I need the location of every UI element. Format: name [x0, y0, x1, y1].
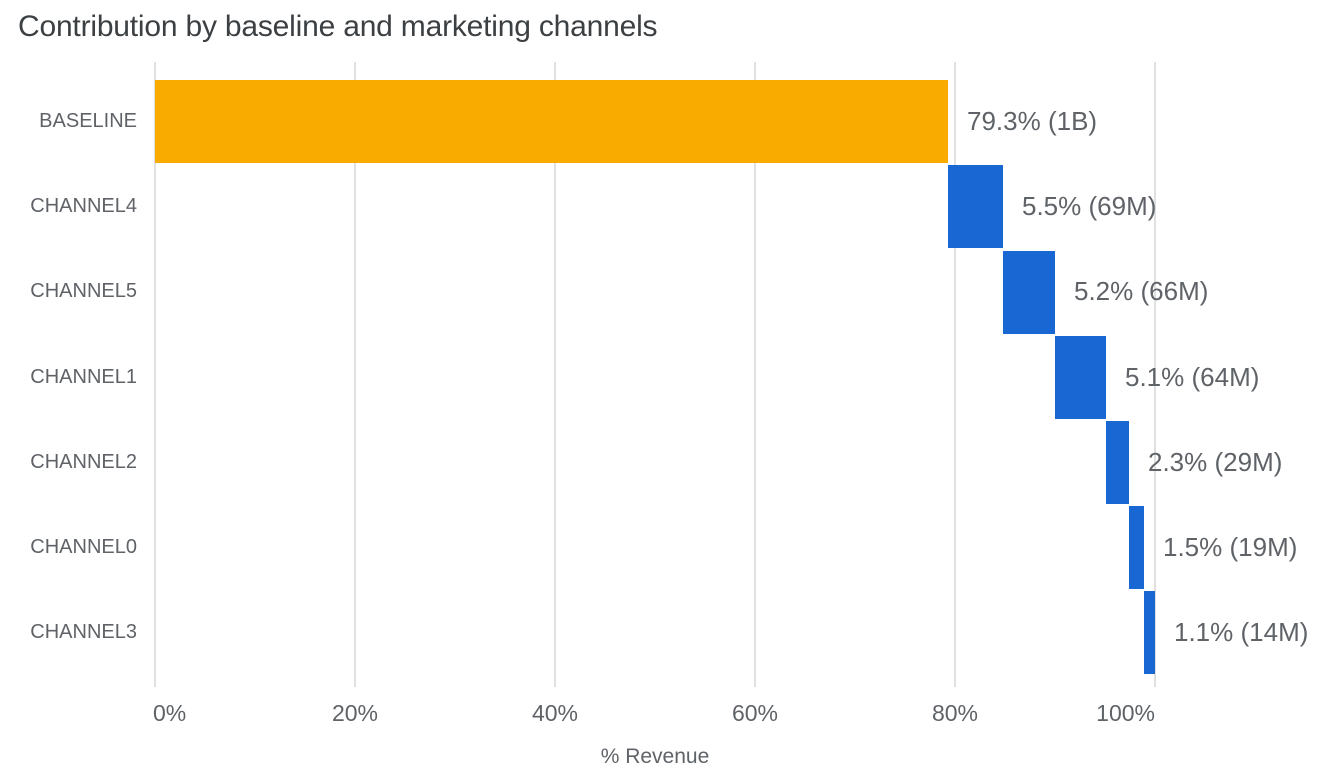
- value-label-channel2: 2.3% (29M): [1148, 446, 1283, 477]
- value-label-channel5: 5.2% (66M): [1074, 276, 1209, 307]
- x-tick-label-60: 60%: [731, 700, 779, 726]
- value-label-channel3: 1.1% (14M): [1174, 617, 1309, 648]
- category-label-channel5: CHANNEL5: [30, 280, 137, 303]
- x-axis-title: % Revenue: [600, 745, 710, 768]
- category-label-channel0: CHANNEL0: [30, 536, 137, 559]
- waterfall-bar-channel0: [1129, 506, 1144, 590]
- category-label-channel2: CHANNEL2: [30, 450, 137, 473]
- waterfall-bar-channel1: [1055, 335, 1106, 419]
- category-label-channel1: CHANNEL1: [30, 365, 137, 388]
- waterfall-bar-channel3: [1144, 591, 1155, 675]
- gridline-80: [954, 62, 956, 687]
- value-label-channel4: 5.5% (69M): [1022, 191, 1157, 222]
- x-tick-label-100: 100%: [1096, 700, 1155, 726]
- x-tick-label-40: 40%: [531, 700, 579, 726]
- gridline-40: [554, 62, 556, 687]
- gridline-20: [354, 62, 356, 687]
- category-label-channel4: CHANNEL4: [30, 195, 137, 218]
- x-tick-label-20: 20%: [331, 700, 379, 726]
- waterfall-bar-channel2: [1106, 420, 1129, 504]
- value-label-channel0: 1.5% (19M): [1163, 532, 1298, 563]
- waterfall-bar-channel4: [948, 165, 1003, 249]
- category-label-baseline: BASELINE: [39, 110, 137, 133]
- waterfall-bar-channel5: [1003, 250, 1055, 334]
- gridline-100: [1154, 62, 1156, 687]
- gridline-0: [154, 62, 156, 687]
- category-label-channel3: CHANNEL3: [30, 621, 137, 644]
- x-tick-label-80: 80%: [931, 700, 979, 726]
- x-tick-label-0: 0%: [153, 700, 187, 726]
- value-label-channel1: 5.1% (64M): [1125, 361, 1260, 392]
- chart-title: Contribution by baseline and marketing c…: [18, 10, 658, 43]
- gridline-60: [754, 62, 756, 687]
- waterfall-bar-baseline: [155, 80, 948, 164]
- value-label-baseline: 79.3% (1B): [967, 106, 1098, 137]
